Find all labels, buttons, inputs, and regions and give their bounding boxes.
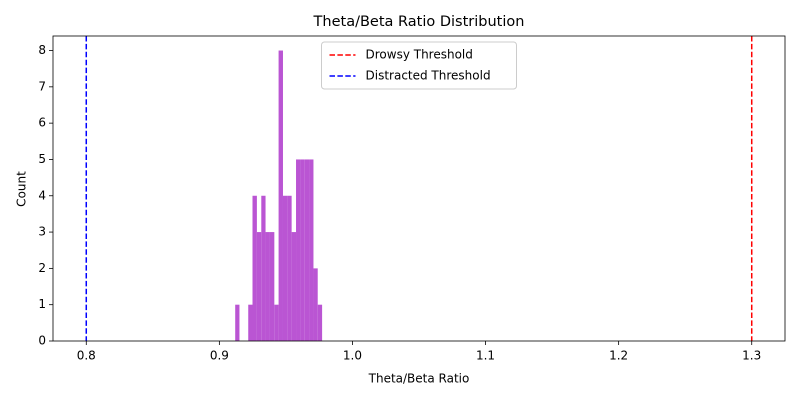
y-tick-label: 7 <box>38 79 46 93</box>
bar <box>252 195 257 341</box>
y-tick-label: 4 <box>38 188 46 202</box>
bar <box>248 304 253 341</box>
chart-title: Theta/Beta Ratio Distribution <box>313 14 525 30</box>
bar <box>304 159 310 341</box>
bar <box>300 159 305 341</box>
y-axis-label: Count <box>15 171 29 207</box>
x-tick-label: 1.2 <box>609 349 628 363</box>
y-tick-label: 3 <box>38 225 46 239</box>
y-tick-label: 2 <box>38 261 46 275</box>
bar <box>274 304 279 341</box>
x-tick-label: 0.8 <box>77 349 96 363</box>
y-tick-label: 1 <box>38 297 46 311</box>
y-tick-label: 6 <box>38 116 46 130</box>
plot-frame <box>52 35 786 342</box>
x-tick-label: 0.9 <box>210 349 229 363</box>
bar <box>313 268 318 341</box>
bar <box>256 232 262 341</box>
bar <box>269 232 275 341</box>
bar <box>317 304 323 341</box>
x-axis-label: Theta/Beta Ratio <box>368 372 470 386</box>
y-tick-label: 5 <box>38 152 46 166</box>
legend-box <box>321 41 517 90</box>
bar <box>291 232 297 341</box>
bar <box>282 195 288 341</box>
legend-label: Distracted Threshold <box>366 69 491 83</box>
bar <box>287 195 292 341</box>
x-tick-label: 1.0 <box>343 349 362 363</box>
bar <box>261 195 266 341</box>
legend-label: Drowsy Threshold <box>366 48 473 62</box>
bar <box>278 50 283 342</box>
x-tick-label: 1.1 <box>476 349 495 363</box>
bar <box>309 159 314 341</box>
legend: Drowsy Threshold Distracted Threshold <box>321 41 517 90</box>
bar <box>265 232 270 341</box>
bar <box>235 304 240 341</box>
x-tick-label: 1.3 <box>742 349 761 363</box>
y-tick-label: 8 <box>38 43 46 57</box>
y-tick-label: 0 <box>38 334 46 348</box>
bar <box>296 159 301 341</box>
